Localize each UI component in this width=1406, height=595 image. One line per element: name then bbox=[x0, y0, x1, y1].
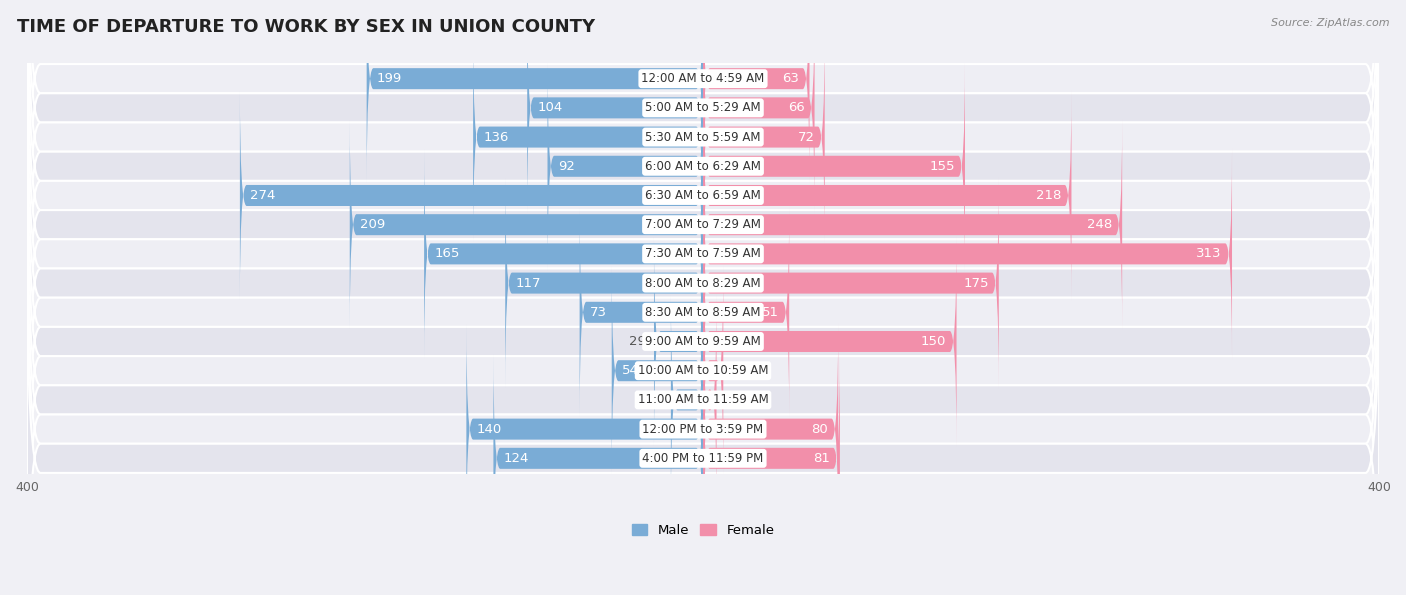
FancyBboxPatch shape bbox=[27, 0, 1379, 415]
Text: 248: 248 bbox=[1087, 218, 1112, 231]
Text: 136: 136 bbox=[484, 130, 509, 143]
FancyBboxPatch shape bbox=[27, 0, 1379, 298]
Text: 54: 54 bbox=[621, 364, 638, 377]
Text: 7:00 AM to 7:29 AM: 7:00 AM to 7:29 AM bbox=[645, 218, 761, 231]
FancyBboxPatch shape bbox=[27, 64, 1379, 502]
FancyBboxPatch shape bbox=[703, 0, 810, 185]
FancyBboxPatch shape bbox=[703, 352, 839, 565]
FancyBboxPatch shape bbox=[27, 0, 1379, 327]
Text: 10:00 AM to 10:59 AM: 10:00 AM to 10:59 AM bbox=[638, 364, 768, 377]
FancyBboxPatch shape bbox=[703, 323, 838, 536]
Text: 9:00 AM to 9:59 AM: 9:00 AM to 9:59 AM bbox=[645, 335, 761, 348]
FancyBboxPatch shape bbox=[703, 206, 789, 419]
FancyBboxPatch shape bbox=[703, 148, 1232, 360]
FancyBboxPatch shape bbox=[579, 206, 703, 419]
Text: 12:00 PM to 3:59 PM: 12:00 PM to 3:59 PM bbox=[643, 422, 763, 436]
FancyBboxPatch shape bbox=[27, 5, 1379, 444]
FancyBboxPatch shape bbox=[703, 60, 965, 273]
FancyBboxPatch shape bbox=[494, 352, 703, 565]
FancyBboxPatch shape bbox=[703, 31, 825, 243]
Text: 209: 209 bbox=[360, 218, 385, 231]
FancyBboxPatch shape bbox=[467, 323, 703, 536]
Text: 104: 104 bbox=[537, 101, 562, 114]
Text: 6:30 AM to 6:59 AM: 6:30 AM to 6:59 AM bbox=[645, 189, 761, 202]
FancyBboxPatch shape bbox=[703, 235, 956, 448]
FancyBboxPatch shape bbox=[27, 0, 1379, 356]
Text: 51: 51 bbox=[762, 306, 779, 319]
FancyBboxPatch shape bbox=[474, 31, 703, 243]
Text: 4:00 PM to 11:59 PM: 4:00 PM to 11:59 PM bbox=[643, 452, 763, 465]
Text: 73: 73 bbox=[589, 306, 607, 319]
Text: 11:00 AM to 11:59 AM: 11:00 AM to 11:59 AM bbox=[638, 393, 768, 406]
FancyBboxPatch shape bbox=[654, 235, 703, 448]
FancyBboxPatch shape bbox=[367, 0, 703, 185]
Text: 274: 274 bbox=[250, 189, 276, 202]
Text: 66: 66 bbox=[787, 101, 804, 114]
Text: 29: 29 bbox=[628, 335, 645, 348]
FancyBboxPatch shape bbox=[547, 60, 703, 273]
Text: 5:00 AM to 5:29 AM: 5:00 AM to 5:29 AM bbox=[645, 101, 761, 114]
FancyBboxPatch shape bbox=[425, 148, 703, 360]
Text: 175: 175 bbox=[963, 277, 988, 290]
FancyBboxPatch shape bbox=[703, 118, 1122, 331]
FancyBboxPatch shape bbox=[612, 264, 703, 477]
Text: 124: 124 bbox=[503, 452, 529, 465]
Text: Source: ZipAtlas.com: Source: ZipAtlas.com bbox=[1271, 18, 1389, 28]
FancyBboxPatch shape bbox=[27, 152, 1379, 590]
FancyBboxPatch shape bbox=[703, 293, 717, 506]
FancyBboxPatch shape bbox=[27, 181, 1379, 595]
Text: 63: 63 bbox=[783, 72, 800, 85]
Text: 8: 8 bbox=[725, 393, 734, 406]
Text: 19: 19 bbox=[645, 393, 662, 406]
FancyBboxPatch shape bbox=[703, 177, 998, 389]
Text: 92: 92 bbox=[558, 160, 575, 173]
Legend: Male, Female: Male, Female bbox=[626, 518, 780, 542]
Text: 72: 72 bbox=[797, 130, 814, 143]
Text: 8:30 AM to 8:59 AM: 8:30 AM to 8:59 AM bbox=[645, 306, 761, 319]
FancyBboxPatch shape bbox=[703, 2, 814, 214]
Text: 218: 218 bbox=[1036, 189, 1062, 202]
Text: 12: 12 bbox=[731, 364, 749, 377]
FancyBboxPatch shape bbox=[350, 118, 703, 331]
FancyBboxPatch shape bbox=[27, 210, 1379, 595]
Text: TIME OF DEPARTURE TO WORK BY SEX IN UNION COUNTY: TIME OF DEPARTURE TO WORK BY SEX IN UNIO… bbox=[17, 18, 595, 36]
FancyBboxPatch shape bbox=[27, 35, 1379, 473]
Text: 199: 199 bbox=[377, 72, 402, 85]
Text: 80: 80 bbox=[811, 422, 828, 436]
Text: 6:00 AM to 6:29 AM: 6:00 AM to 6:29 AM bbox=[645, 160, 761, 173]
FancyBboxPatch shape bbox=[505, 177, 703, 389]
FancyBboxPatch shape bbox=[27, 93, 1379, 531]
Text: 155: 155 bbox=[929, 160, 955, 173]
Text: 150: 150 bbox=[921, 335, 946, 348]
Text: 81: 81 bbox=[813, 452, 830, 465]
Text: 313: 313 bbox=[1197, 248, 1222, 261]
Text: 12:00 AM to 4:59 AM: 12:00 AM to 4:59 AM bbox=[641, 72, 765, 85]
FancyBboxPatch shape bbox=[671, 293, 703, 506]
FancyBboxPatch shape bbox=[703, 89, 1071, 302]
FancyBboxPatch shape bbox=[27, 0, 1379, 386]
Text: 7:30 AM to 7:59 AM: 7:30 AM to 7:59 AM bbox=[645, 248, 761, 261]
Text: 117: 117 bbox=[516, 277, 541, 290]
FancyBboxPatch shape bbox=[703, 264, 723, 477]
FancyBboxPatch shape bbox=[27, 239, 1379, 595]
FancyBboxPatch shape bbox=[240, 89, 703, 302]
Text: 5:30 AM to 5:59 AM: 5:30 AM to 5:59 AM bbox=[645, 130, 761, 143]
Text: 165: 165 bbox=[434, 248, 460, 261]
Text: 8:00 AM to 8:29 AM: 8:00 AM to 8:29 AM bbox=[645, 277, 761, 290]
FancyBboxPatch shape bbox=[527, 2, 703, 214]
Text: 140: 140 bbox=[477, 422, 502, 436]
FancyBboxPatch shape bbox=[27, 123, 1379, 560]
